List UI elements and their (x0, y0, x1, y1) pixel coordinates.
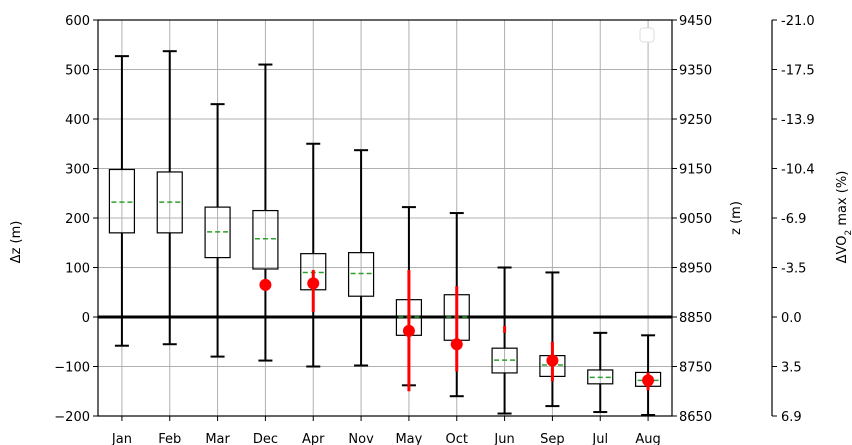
box-body (491, 347, 518, 374)
x-tick-label: Sep (540, 432, 565, 445)
y3-tick-label: -3.5 (781, 262, 806, 277)
y3-label-sub: 2 (844, 230, 852, 236)
y2-tick-label: 9350 (679, 64, 712, 79)
y-tick-label: 100 (65, 262, 90, 277)
y3-label-rest: max (%) (835, 171, 850, 230)
y2-axis-label: z (m) (729, 201, 744, 235)
y2-tick-label: 8750 (679, 361, 712, 376)
red-point (402, 324, 415, 337)
y2-tick-label: 9450 (679, 14, 712, 29)
x-tick-label: Dec (253, 432, 278, 445)
box-jan (108, 55, 136, 347)
box-body (108, 168, 136, 234)
y2-tick-label: 9250 (679, 113, 712, 128)
y2-tick-label: 8850 (679, 311, 712, 326)
y-tick-label: 300 (65, 163, 90, 178)
red-point (307, 277, 320, 290)
y-axis-label: Δz (m) (9, 221, 24, 264)
box-jun (491, 266, 518, 415)
red-point (642, 374, 655, 387)
right-axis: 8650 8750 8850 8950 9050 9150 9250 9350 9450 (672, 14, 712, 425)
x-tick-label: Oct (446, 432, 468, 445)
y3-tick-label: -10.4 (781, 163, 815, 178)
third-axis: 6.9 3.5 0.0 -3.5 -6.9 -10.4 -13.9 -17.5 -21.0 (771, 14, 815, 425)
y3-tick-label: -21.0 (781, 14, 815, 29)
box-jul (587, 331, 614, 414)
red-point (546, 354, 559, 367)
y3-tick-label: -13.9 (781, 113, 815, 128)
legend-box (639, 27, 655, 43)
red-point (259, 278, 272, 291)
x-tick-label: Mar (205, 432, 230, 445)
box-body (587, 369, 614, 385)
y-tick-label: −200 (54, 410, 90, 425)
x-tick-label: Aug (635, 432, 660, 445)
box-body (156, 171, 183, 234)
y3-tick-label: -6.9 (781, 212, 806, 227)
box-body (204, 206, 231, 259)
box-nov (347, 149, 375, 367)
y-tick-label: 0 (82, 311, 90, 326)
y2-tick-label: 8950 (679, 262, 712, 277)
y-tick-label: 400 (65, 113, 90, 128)
y3-label-main: ΔVO (835, 236, 850, 264)
y3-tick-label: 3.5 (781, 361, 802, 376)
boxes (108, 50, 662, 417)
y3-axis-label: ΔVO2 max (%) (835, 171, 852, 264)
left-axis: −200 −100 0 100 200 300 400 500 600 (54, 14, 98, 425)
y3-tick-label: -17.5 (781, 64, 815, 79)
x-tick-label: May (395, 432, 422, 445)
x-tick-label: Jan (111, 432, 132, 445)
box-body (252, 209, 279, 270)
box-sep (539, 271, 566, 408)
box-mar (204, 103, 231, 358)
x-tick-label: Jun (493, 432, 514, 445)
y2-tick-label: 8650 (679, 410, 712, 425)
x-tick-label: Jul (591, 432, 608, 445)
red-points (259, 269, 655, 392)
x-tick-label: Feb (158, 432, 181, 445)
y2-tick-label: 9050 (679, 212, 712, 227)
x-tick-label: Apr (302, 432, 325, 445)
y2-tick-label: 9150 (679, 163, 712, 178)
x-tick-label: Nov (348, 432, 374, 445)
y3-tick-label: 0.0 (781, 311, 802, 326)
y-tick-label: −100 (54, 361, 90, 376)
box-feb (156, 50, 183, 346)
y-tick-label: 200 (65, 212, 90, 227)
x-axis: Jan Feb Mar Dec Apr Nov May Oct Jun Sep Jul Aug (111, 416, 661, 445)
box-body (347, 252, 375, 297)
red-point (450, 338, 463, 351)
grid-lines (98, 19, 672, 417)
y-tick-label: 500 (65, 64, 90, 79)
y-tick-label: 600 (65, 14, 90, 29)
y3-tick-label: 6.9 (781, 410, 802, 425)
